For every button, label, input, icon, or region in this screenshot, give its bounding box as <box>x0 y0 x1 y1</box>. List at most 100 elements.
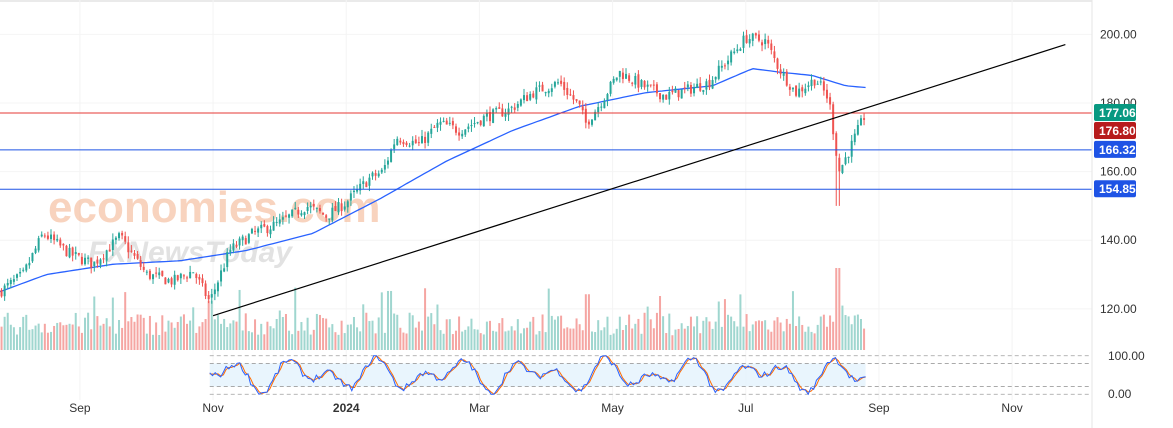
time-tick-label: Jul <box>738 401 753 415</box>
candle <box>414 135 417 144</box>
candle-body <box>59 239 62 246</box>
candle-body <box>309 205 312 208</box>
candle <box>93 261 96 272</box>
candle <box>686 80 689 92</box>
candle-body <box>328 218 331 220</box>
volume-bar <box>278 310 281 350</box>
candle-body <box>850 140 853 157</box>
volume-bar <box>782 331 785 350</box>
candle-body <box>213 289 216 295</box>
candle-body <box>312 203 315 207</box>
candle <box>646 80 649 92</box>
candle <box>825 83 828 103</box>
candle-body <box>829 97 832 105</box>
candle-body <box>730 51 733 63</box>
candle <box>720 60 723 72</box>
candle <box>50 229 53 243</box>
candle <box>807 81 810 92</box>
candle-body <box>43 235 46 237</box>
candle-body <box>727 60 730 65</box>
candle <box>628 73 631 83</box>
volume-bar <box>365 312 368 350</box>
volume-bar <box>587 294 590 350</box>
candle <box>155 267 158 278</box>
oscillator-axis[interactable]: 100.00 0.00 <box>1108 349 1145 401</box>
volume-bar <box>65 324 68 350</box>
candle <box>782 68 785 81</box>
candle-body <box>550 88 553 92</box>
candle-body <box>662 94 665 100</box>
volume-bar <box>161 315 164 350</box>
volume-bar <box>671 335 674 350</box>
price-badges: 177.06 176.80 166.32 154.85 <box>1094 104 1136 198</box>
candle-body <box>764 39 767 45</box>
candle <box>838 153 841 206</box>
volume-bar <box>553 319 556 350</box>
price-badge-box <box>1094 122 1136 140</box>
candle <box>693 83 696 97</box>
candle <box>458 127 461 141</box>
candle-body <box>770 43 773 51</box>
candle <box>603 98 606 109</box>
volume-bar <box>665 333 668 350</box>
volume-bar <box>260 323 263 350</box>
volume-bar <box>655 312 658 350</box>
time-tick-label: 2024 <box>333 401 360 415</box>
volume-bar <box>825 326 828 350</box>
candle <box>281 211 284 225</box>
candle <box>618 70 621 83</box>
volume-bar <box>127 321 130 350</box>
volume-bar <box>859 318 862 350</box>
candle-body <box>609 81 612 94</box>
candle-body <box>28 262 31 266</box>
candle <box>34 245 37 255</box>
candle <box>479 120 482 127</box>
candle-body <box>640 80 643 87</box>
candle <box>776 57 779 75</box>
candle <box>226 248 229 272</box>
candle <box>640 79 643 90</box>
candle <box>43 233 46 239</box>
volume-bar <box>584 294 587 350</box>
candle <box>158 267 161 279</box>
candle <box>390 148 393 163</box>
candle <box>751 32 754 47</box>
candle-body <box>179 273 182 279</box>
candle-body <box>606 94 609 101</box>
volume-bar <box>612 333 615 350</box>
candle <box>770 39 773 55</box>
candle-body <box>294 207 297 209</box>
volume-bar <box>167 320 170 350</box>
candle <box>727 55 730 71</box>
volume-bar <box>748 331 751 350</box>
volume-bar <box>226 327 229 350</box>
volume-bar <box>476 329 479 350</box>
candle <box>232 239 235 254</box>
candle-body <box>819 81 822 83</box>
candle-body <box>668 91 671 100</box>
volume-bar <box>519 333 522 350</box>
time-axis[interactable]: Sep Nov 2024 Mar May Jul Sep Nov <box>69 401 1023 415</box>
volume-bar <box>420 330 423 350</box>
candle-body <box>19 271 22 274</box>
volume-bar <box>668 313 671 350</box>
candle-body <box>513 107 516 110</box>
volume-bar <box>560 315 563 350</box>
candle <box>696 78 699 89</box>
candle <box>488 106 491 126</box>
price-badge-label: 176.80 <box>1099 124 1136 138</box>
candle-body <box>791 87 794 90</box>
volume-bar <box>328 327 331 350</box>
volume-bar <box>84 317 87 350</box>
time-tick-label: Nov <box>1001 401 1022 415</box>
volume-bar <box>591 331 594 350</box>
trendline-segment <box>212 44 1066 317</box>
candle <box>263 220 266 228</box>
candle <box>346 199 349 213</box>
candle <box>504 108 507 121</box>
volume-bar <box>448 319 451 350</box>
volume-bar <box>445 319 448 350</box>
candle-body <box>127 242 130 253</box>
volume-bar <box>148 315 151 350</box>
